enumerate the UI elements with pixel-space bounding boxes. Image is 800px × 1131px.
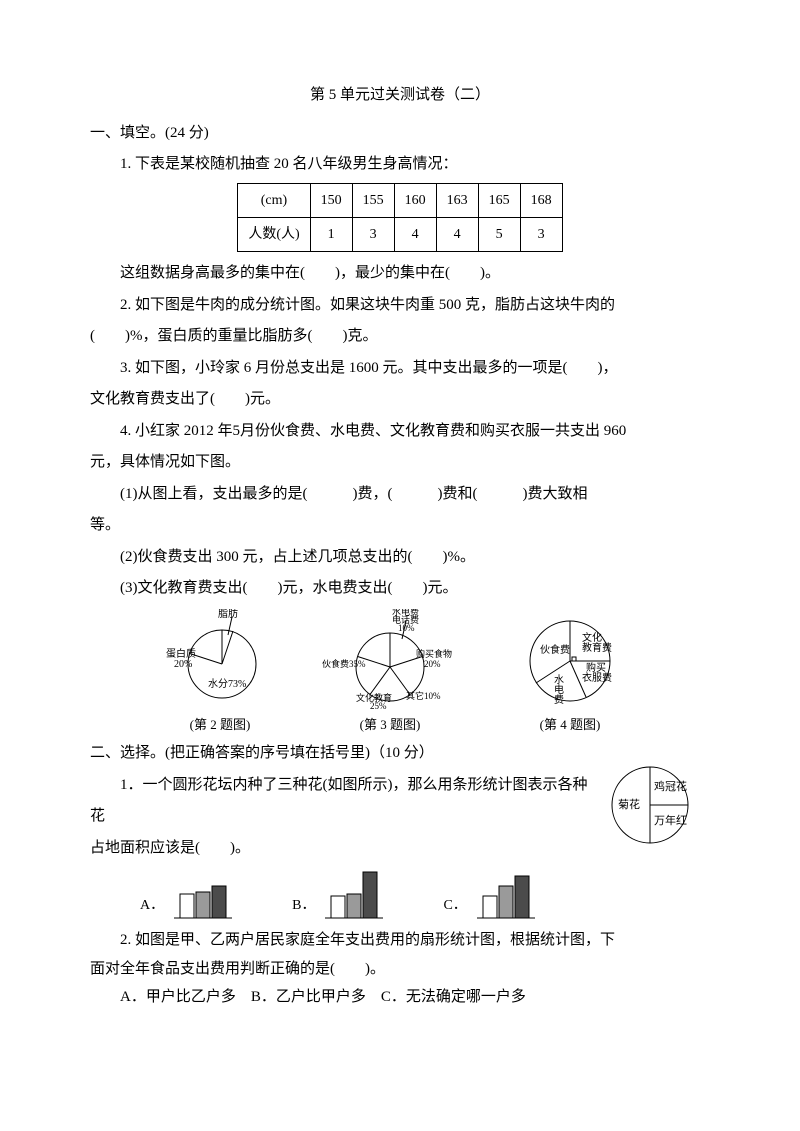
- q3-text: 3. 如下图，小玲家 6 月份总支出是 1600 元。其中支出最多的一项是( )…: [90, 353, 710, 385]
- fig-q2: 脂肪 蛋白质 20% 水分73% (第 2 题图): [160, 609, 280, 738]
- table-head-count: 人数(人): [238, 217, 310, 251]
- q4-text-c: (2)伙食费支出 300 元，占上述几项总支出的( )%。: [90, 542, 710, 574]
- bars-b-icon: [325, 870, 383, 920]
- label-a: A．: [140, 891, 164, 920]
- svg-text:20%: 20%: [424, 659, 441, 669]
- q2-text: 2. 如下图是牛肉的成分统计图。如果这块牛肉重 500 克，脂肪占这块牛肉的: [90, 290, 710, 322]
- svg-text:其它10%: 其它10%: [406, 690, 441, 701]
- option-a: A．: [140, 870, 232, 920]
- pie-chart-q2: 脂肪 蛋白质 20% 水分73%: [160, 609, 280, 709]
- bars-c-icon: [477, 870, 535, 920]
- height-table: (cm) 150 155 160 163 165 168 人数(人) 1 3 4…: [237, 183, 562, 253]
- label-b: B．: [292, 891, 315, 920]
- fig2-caption: (第 2 题图): [160, 711, 280, 738]
- bar-options-row: A． B． C．: [140, 870, 710, 920]
- fig4-caption: (第 4 题图): [500, 711, 640, 738]
- fig3-caption: (第 3 题图): [320, 711, 460, 738]
- table-head-cm: (cm): [238, 183, 310, 217]
- svg-text:费: 费: [554, 693, 564, 706]
- s2-q2-text2: 面对全年食品支出费用判断正确的是( )。: [90, 955, 710, 984]
- pie-chart-q3: 水电费 电话费 10% 伙食费35% 购买食物 20% 文化教育 25% 其它1…: [320, 609, 460, 709]
- svg-text:万年红: 万年红: [654, 813, 687, 827]
- svg-text:10%: 10%: [398, 623, 415, 633]
- q2-text-cont: ( )%，蛋白质的重量比脂肪多( )克。: [90, 321, 710, 353]
- label-c: C．: [443, 891, 466, 920]
- option-b: B．: [292, 870, 383, 920]
- s2-q2-text: 2. 如图是甲、乙两户居民家庭全年支出费用的扇形统计图，根据统计图，下: [90, 926, 710, 955]
- svg-text:购买食物: 购买食物: [416, 648, 452, 659]
- svg-text:教育费: 教育费: [582, 641, 612, 654]
- page-title: 第 5 单元过关测试卷（二）: [90, 80, 710, 112]
- q1-text-b: 这组数据身高最多的集中在( )，最少的集中在( )。: [90, 258, 710, 290]
- fig-q4: 伙食费 文化 教育费 购买 衣服费 水 电 费 (第 4 题图): [500, 609, 640, 738]
- q4-text-d: (3)文化教育费支出( )元，水电费支出( )元。: [90, 573, 710, 605]
- svg-text:菊花: 菊花: [618, 798, 640, 811]
- q4-text-b: (1)从图上看，支出最多的是( )费，( )费和( )费大致相: [90, 479, 710, 511]
- svg-text:伙食费: 伙食费: [540, 643, 570, 656]
- s2-q2-opts: A．甲户比乙户多 B．乙户比甲户多 C．无法确定哪一户多: [90, 983, 710, 1012]
- q1-text-a: 1. 下表是某校随机抽查 20 名八年级男生身高情况：: [90, 149, 710, 181]
- svg-text:水分73%: 水分73%: [208, 678, 246, 690]
- q4-text-b2: 等。: [90, 510, 710, 542]
- q1-reference-pie: 菊花 鸡冠花 万年红: [600, 760, 700, 863]
- svg-text:鸡冠花: 鸡冠花: [654, 779, 687, 793]
- svg-text:25%: 25%: [370, 701, 387, 709]
- q4-text-a: 4. 小红家 2012 年5月份伙食费、水电费、文化教育费和购买衣服一共支出 9…: [90, 416, 710, 448]
- bars-a-icon: [174, 870, 232, 920]
- svg-text:20%: 20%: [174, 659, 192, 670]
- q3-text-cont: 文化教育费支出了( )元。: [90, 384, 710, 416]
- option-c: C．: [443, 870, 534, 920]
- q4-text-a2: 元，具体情况如下图。: [90, 447, 710, 479]
- pie-chart-q4: 伙食费 文化 教育费 购买 衣服费 水 电 费: [500, 609, 640, 709]
- svg-text:伙食费35%: 伙食费35%: [322, 658, 366, 669]
- svg-text:脂肪: 脂肪: [218, 609, 238, 620]
- svg-text:衣服费: 衣服费: [582, 671, 612, 684]
- figures-row-1: 脂肪 蛋白质 20% 水分73% (第 2 题图) 水电费 电话费 10% 伙食…: [90, 609, 710, 738]
- section-1-head: 一、填空。(24 分): [90, 118, 710, 150]
- fig-q3: 水电费 电话费 10% 伙食费35% 购买食物 20% 文化教育 25% 其它1…: [320, 609, 460, 738]
